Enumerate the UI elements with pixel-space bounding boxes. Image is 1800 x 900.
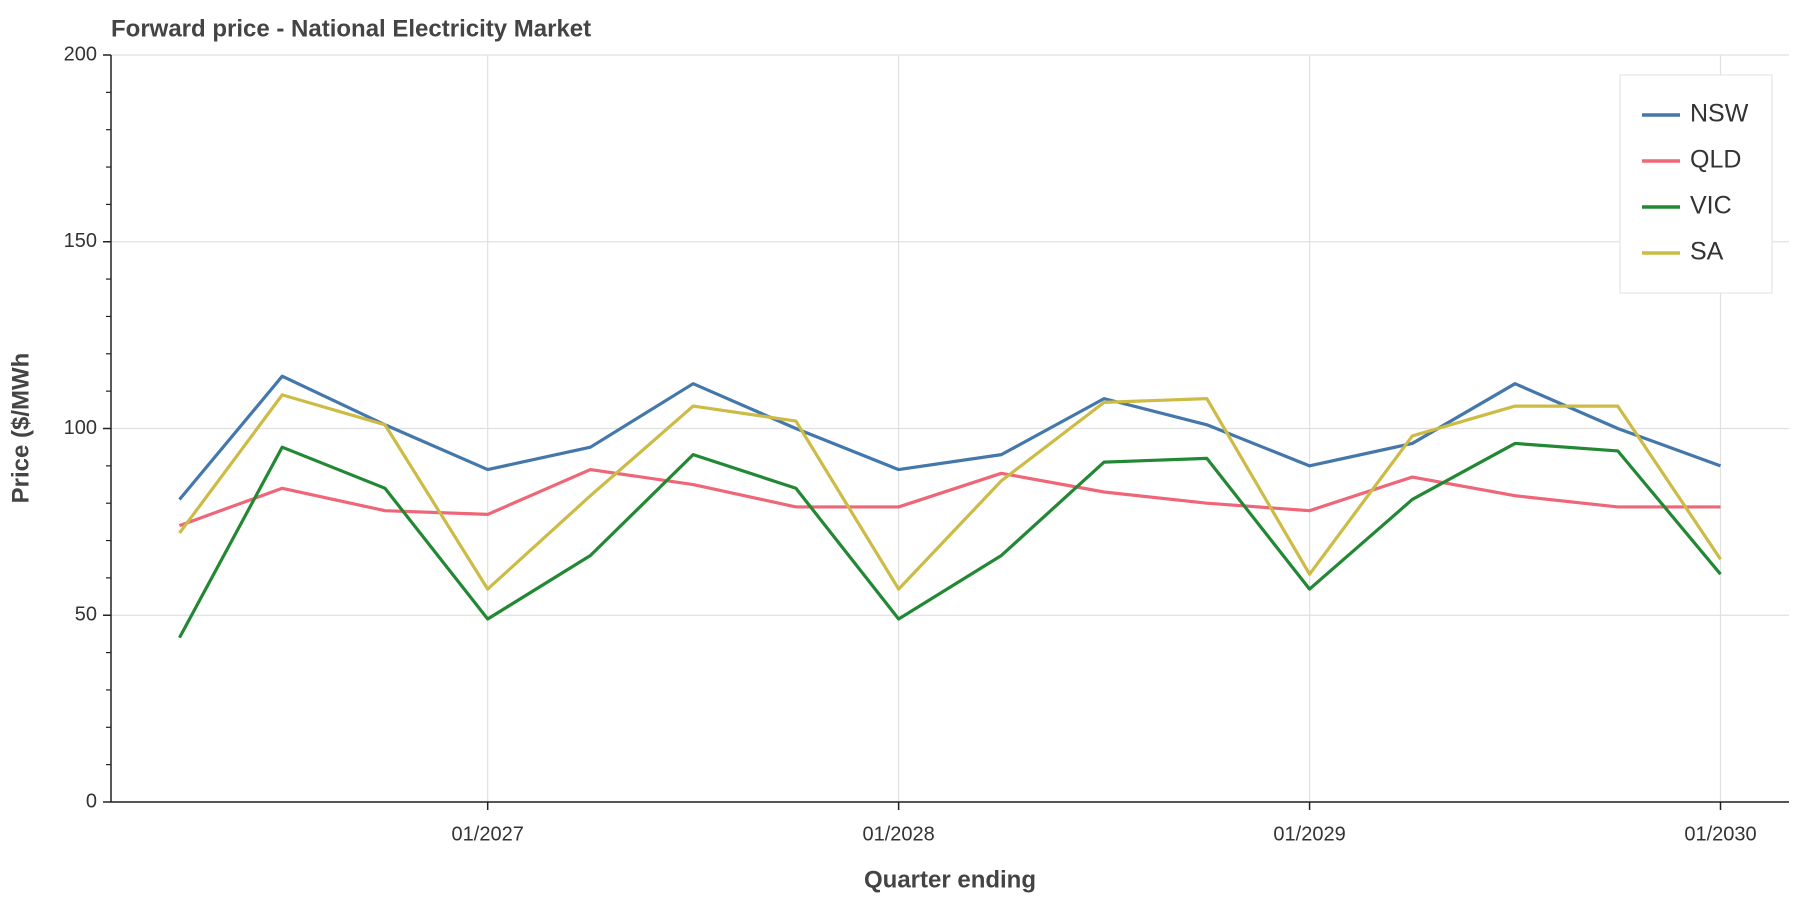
x-axis-title: Quarter ending <box>864 866 1036 893</box>
legend-label: QLD <box>1690 146 1741 174</box>
legend-box <box>1619 74 1773 294</box>
x-tick-label: 01/2030 <box>1684 823 1756 845</box>
y-tick-label: 50 <box>75 604 97 626</box>
series-line <box>178 374 1722 501</box>
chart-title: Forward price - National Electricity Mar… <box>111 15 591 42</box>
legend-label: NSW <box>1690 100 1749 128</box>
series-line <box>178 393 1722 591</box>
y-tick-label: 100 <box>64 417 97 439</box>
x-tick-label: 01/2027 <box>452 823 524 845</box>
y-tick-label: 150 <box>64 230 97 252</box>
legend-label: VIC <box>1690 192 1732 220</box>
x-tick-label: 01/2028 <box>862 823 934 845</box>
x-tick-label: 01/2029 <box>1273 823 1345 845</box>
series-line <box>178 467 1721 528</box>
y-tick-label: 200 <box>64 43 97 65</box>
series-line <box>178 441 1722 639</box>
legend-label: SA <box>1690 238 1724 266</box>
y-tick-label: 0 <box>86 790 97 812</box>
y-axis-title: Price ($/MWh <box>7 353 34 504</box>
